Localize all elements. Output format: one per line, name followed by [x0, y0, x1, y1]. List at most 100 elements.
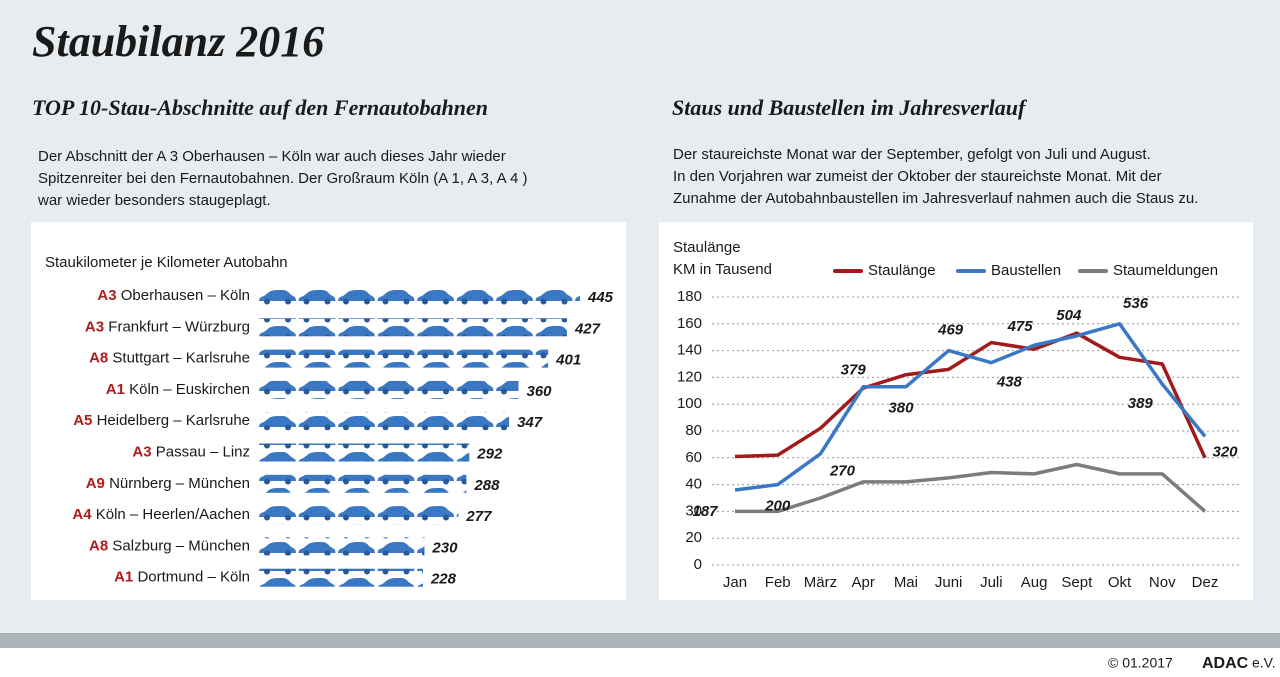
y-axis-label: Staulänge — [673, 239, 741, 256]
panel-right — [659, 222, 1253, 600]
section-title: Staus und Baustellen im Jahresverlauf — [672, 95, 1028, 120]
bar — [258, 506, 459, 525]
section: Oberhausen – Köln — [121, 287, 250, 304]
brand: ADAC — [1202, 655, 1249, 672]
road: A1 — [106, 381, 125, 398]
road: A8 — [89, 537, 108, 554]
point-label: 475 — [1007, 318, 1034, 335]
legend-label: Baustellen — [991, 262, 1061, 279]
description: war wieder besonders staugeplagt. — [37, 192, 271, 209]
section: Stuttgart – Karlsruhe — [112, 350, 250, 367]
y-tick-label: 30 — [685, 502, 702, 519]
y-tick-label: 160 — [677, 315, 702, 332]
description: Zunahme der Autobahnbaustellen im Jahres… — [673, 190, 1198, 207]
row-label: A1 Köln – Euskirchen — [106, 381, 250, 398]
road: A4 — [72, 506, 92, 523]
panel-left — [31, 222, 626, 600]
x-tick-label: März — [804, 574, 837, 591]
row-label: A9 Nürnberg – München — [86, 475, 250, 492]
x-tick-label: Sept — [1061, 574, 1093, 591]
value-label: 347 — [517, 414, 543, 431]
value-label: 401 — [555, 352, 581, 369]
value-label: 277 — [465, 508, 492, 525]
y-tick-label: 40 — [685, 476, 702, 493]
x-tick-label: Aug — [1021, 574, 1048, 591]
point-label: 270 — [829, 463, 856, 480]
brand-suffix: e.V. — [1252, 655, 1276, 671]
section: Passau – Linz — [156, 443, 250, 460]
footer-band — [0, 633, 1280, 648]
value-label: 445 — [587, 289, 614, 306]
x-tick-label: Okt — [1108, 574, 1132, 591]
bar — [258, 474, 467, 493]
x-tick-label: Feb — [765, 574, 791, 591]
value-label: 230 — [431, 539, 458, 556]
point-label: 504 — [1056, 307, 1082, 324]
copyright: © 01.2017 — [1108, 655, 1173, 671]
value-label: 288 — [473, 477, 500, 494]
description: In den Vorjahren war zumeist der Oktober… — [673, 168, 1162, 185]
description: Der staureichste Monat war der September… — [673, 146, 1151, 163]
point-label: 187 — [692, 503, 718, 520]
point-label: 200 — [764, 498, 791, 515]
description: Der Abschnitt der A 3 Oberhausen – Köln … — [38, 148, 506, 165]
y-tick-label: 80 — [685, 422, 702, 439]
point-label: 379 — [841, 362, 867, 379]
y-tick-label: 180 — [677, 288, 702, 305]
road: A3 — [132, 443, 151, 460]
footer-bg — [0, 648, 1280, 677]
value-label: 427 — [574, 320, 601, 337]
road: A9 — [86, 475, 105, 492]
road: A5 — [73, 412, 92, 429]
y-tick-label: 140 — [677, 342, 702, 359]
legend-label: Staulänge — [868, 262, 936, 279]
row-label: A3 Passau – Linz — [132, 443, 250, 460]
section: Heidelberg – Karlsruhe — [97, 412, 250, 429]
x-tick-label: Apr — [852, 574, 875, 591]
chart-title: Staukilometer je Kilometer Autobahn — [45, 254, 288, 271]
y-tick-label: 20 — [685, 529, 702, 546]
row-label: A8 Stuttgart – Karlsruhe — [89, 350, 250, 367]
line — [735, 462, 1207, 514]
y-tick-label: 60 — [685, 449, 702, 466]
row-label: A3 Frankfurt – Würzburg — [85, 318, 250, 335]
section: Köln – Euskirchen — [129, 381, 250, 398]
row-label: A1 Dortmund – Köln — [114, 569, 250, 586]
section-title: TOP 10-Stau-Abschnitte auf den Fernautob… — [32, 95, 488, 120]
x-tick-label: Juni — [935, 574, 963, 591]
point-label: 469 — [937, 322, 964, 339]
point-label: 389 — [1128, 395, 1154, 412]
bar — [258, 380, 519, 399]
row-label: A8 Salzburg – München — [89, 537, 250, 554]
x-tick-label: Jan — [723, 574, 747, 591]
bar — [258, 349, 549, 368]
section: Dortmund – Köln — [137, 569, 250, 586]
point-label: 536 — [1123, 295, 1149, 312]
bar — [258, 412, 510, 431]
bar — [258, 537, 425, 556]
row-label: A3 Oberhausen – Köln — [97, 287, 250, 304]
row-label: A5 Heidelberg – Karlsruhe — [73, 412, 250, 429]
y-axis-label: KM in Tausend — [673, 261, 772, 278]
value-label: 292 — [476, 445, 503, 462]
point-label: 438 — [996, 374, 1023, 391]
point-label: 380 — [888, 400, 914, 417]
bar — [258, 318, 567, 337]
y-tick-label: 100 — [677, 395, 702, 412]
line — [734, 322, 1207, 492]
section: Salzburg – München — [112, 537, 250, 554]
row-label: A4 Köln – Heerlen/Aachen — [72, 506, 250, 523]
section: Köln – Heerlen/Aachen — [96, 506, 250, 523]
x-tick-label: Mai — [894, 574, 918, 591]
value-label: 360 — [526, 383, 552, 400]
bar — [258, 568, 423, 587]
road: A1 — [114, 569, 133, 586]
legend-label: Staumeldungen — [1113, 262, 1218, 279]
road: A8 — [89, 350, 108, 367]
section: Nürnberg – München — [109, 475, 250, 492]
point-label: 320 — [1212, 443, 1238, 460]
section: Frankfurt – Würzburg — [108, 318, 250, 335]
road: A3 — [97, 287, 116, 304]
description: Spitzenreiter bei den Fernautobahnen. De… — [38, 170, 527, 187]
